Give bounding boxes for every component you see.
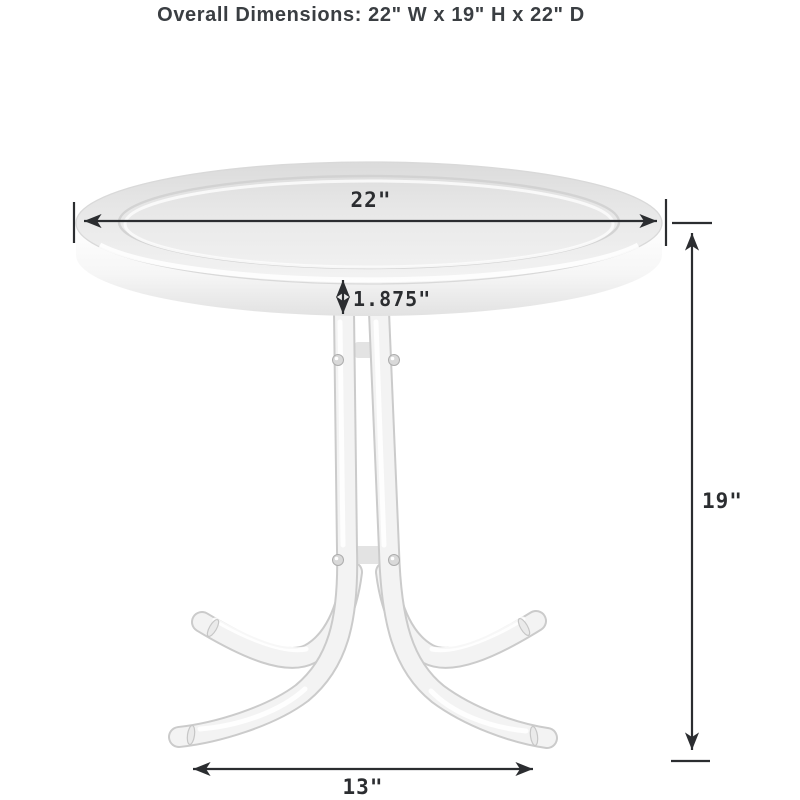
screw-icon bbox=[388, 354, 400, 366]
dimension-thickness: 1.875" bbox=[335, 280, 431, 314]
leg-front-right bbox=[368, 301, 558, 749]
overall-dimensions-title: Overall Dimensions: 22" W x 19" H x 22" … bbox=[157, 4, 585, 26]
base-dimension-label: 13" bbox=[343, 775, 384, 799]
screw-icon bbox=[332, 354, 344, 366]
pedestal-connector-bottom bbox=[354, 546, 382, 564]
dimension-width: 22" bbox=[72, 188, 668, 246]
leg-front-left bbox=[168, 301, 359, 748]
foot-cap-front-left bbox=[186, 724, 196, 746]
foot-cap-front-right bbox=[529, 725, 539, 747]
thickness-dimension-label: 1.875" bbox=[353, 287, 431, 311]
dimension-height: 19" bbox=[671, 221, 743, 763]
tabletop-lip-highlight bbox=[98, 242, 640, 283]
foot-cap-back-left bbox=[206, 618, 220, 638]
screw-icon bbox=[332, 554, 344, 566]
screw-highlight bbox=[334, 556, 339, 561]
width-dimension-label: 22" bbox=[351, 188, 392, 212]
foot-cap-back-right bbox=[517, 617, 531, 637]
pedestal-screws bbox=[332, 354, 400, 566]
screw-highlight bbox=[334, 356, 339, 361]
screw-icon bbox=[388, 554, 400, 566]
height-dimension-label: 19" bbox=[702, 489, 743, 513]
table-legs bbox=[168, 301, 558, 749]
screw-highlight bbox=[390, 356, 395, 361]
dimension-base: 13" bbox=[193, 761, 533, 799]
screw-highlight bbox=[390, 556, 395, 561]
